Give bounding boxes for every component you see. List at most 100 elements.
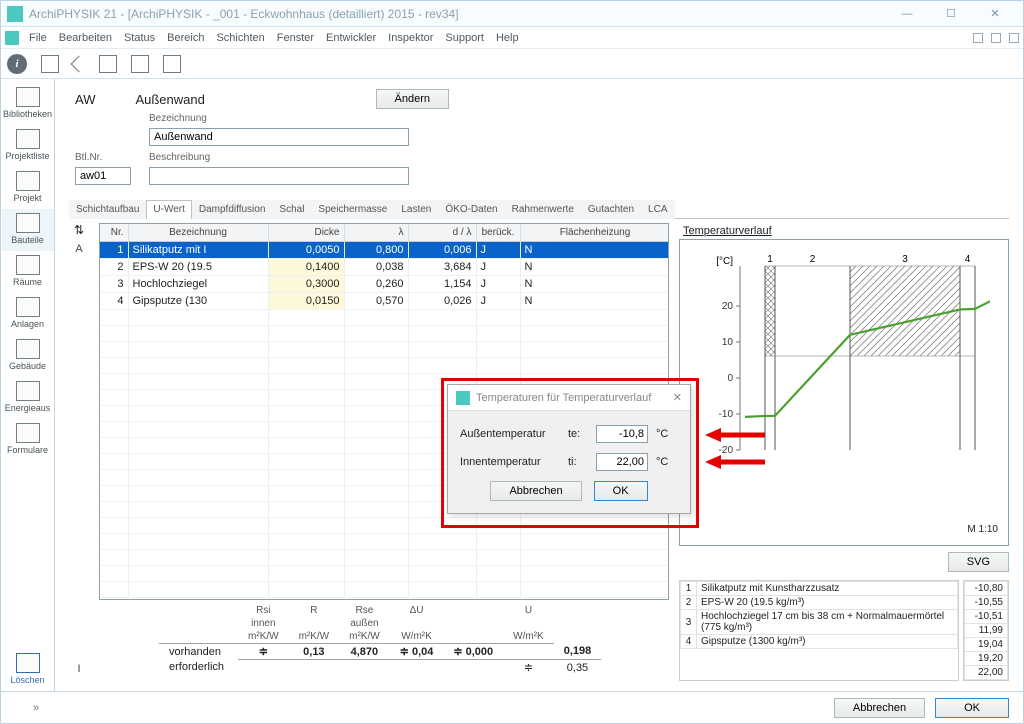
sidebar-item-gebäude[interactable]: Gebäude — [2, 335, 54, 377]
outside-temp-input[interactable] — [596, 425, 648, 443]
bez-input[interactable] — [149, 128, 409, 146]
menu-support[interactable]: Support — [439, 30, 490, 46]
menu-inspektor[interactable]: Inspektor — [382, 30, 439, 46]
tab-lca[interactable]: LCA — [641, 200, 674, 219]
sidebar-item-räume[interactable]: Räume — [2, 251, 54, 293]
btlnr-label: Btl.Nr. — [75, 152, 131, 163]
svg-export-button[interactable]: SVG — [948, 552, 1009, 572]
app-icon — [7, 6, 23, 22]
svg-text:-10: -10 — [719, 409, 734, 420]
sidebar-item-label: Gebäude — [9, 361, 46, 371]
sidebar-delete[interactable]: Löschen — [2, 649, 54, 691]
sidebar: Bibliotheken Projektliste Projekt Bauteile R… — [1, 79, 55, 691]
menu-file[interactable]: File — [23, 30, 53, 46]
annotation-arrow-2 — [705, 453, 765, 471]
table-row[interactable]: 3Hochlochziegel0,30000,2601,154JN — [100, 276, 669, 293]
menu-status[interactable]: Status — [118, 30, 161, 46]
sidebar-item-projektliste[interactable]: Projektliste — [2, 125, 54, 167]
inside-temp-symbol: ti: — [568, 456, 588, 468]
print-icon[interactable] — [99, 55, 117, 73]
tab-speichermasse[interactable]: Speichermasse — [311, 200, 394, 219]
bottom-ok-button[interactable]: OK — [935, 698, 1009, 718]
window-control-restore-icon[interactable] — [991, 33, 1001, 43]
svg-text:20: 20 — [722, 301, 734, 312]
summary-table: RsiRRseΔUUinnenaußenm²K/Wm²K/Wm²K/WW/m²K… — [159, 604, 655, 675]
inside-temp-label: Innentemperatur — [460, 456, 560, 468]
inside-temp-input[interactable] — [596, 453, 648, 471]
bottom-cancel-button[interactable]: Abbrechen — [834, 698, 925, 718]
table-row[interactable]: 4Gipsputze (1300,01500,5700,026JN — [100, 293, 669, 310]
tab-öko-daten[interactable]: ÖKO-Daten — [438, 200, 504, 219]
tab-schal[interactable]: Schal — [272, 200, 311, 219]
tab-lasten[interactable]: Lasten — [394, 200, 438, 219]
sidebar-icon — [16, 129, 40, 149]
sidebar-item-projekt[interactable]: Projekt — [2, 167, 54, 209]
dialog-icon — [456, 391, 470, 405]
menu-entwickler[interactable]: Entwickler — [320, 30, 382, 46]
dialog-cancel-button[interactable]: Abbrechen — [490, 481, 581, 501]
besch-input[interactable] — [149, 167, 409, 185]
name-label: Außenwand — [135, 92, 204, 107]
tab-gutachten[interactable]: Gutachten — [581, 200, 641, 219]
menu-bearbeiten[interactable]: Bearbeiten — [53, 30, 118, 46]
sidebar-item-label: Bauteile — [11, 235, 44, 245]
btlnr-input[interactable] — [75, 167, 131, 185]
info-icon[interactable]: i — [7, 54, 27, 74]
window-control-min-icon[interactable] — [973, 33, 983, 43]
besch-label: Beschreibung — [149, 152, 409, 163]
table-row[interactable]: 1Silikatputz mit I0,00500,8000,006JN — [100, 242, 669, 259]
edit-icon[interactable] — [71, 55, 88, 72]
tab-rahmenwerte[interactable]: Rahmenwerte — [505, 200, 581, 219]
svg-text:3: 3 — [902, 254, 908, 265]
menu-schichten[interactable]: Schichten — [210, 30, 270, 46]
dialog-ok-button[interactable]: OK — [594, 481, 648, 501]
sidebar-icon — [16, 87, 40, 107]
sidebar-item-label: Projektliste — [5, 151, 49, 161]
expand-icon[interactable]: » — [29, 698, 43, 718]
menu-fenster[interactable]: Fenster — [271, 30, 320, 46]
copy-icon[interactable] — [131, 55, 149, 73]
menu-bereich[interactable]: Bereich — [161, 30, 210, 46]
svg-text:2: 2 — [810, 254, 816, 265]
dialog-close-icon[interactable]: ✕ — [673, 391, 682, 404]
sidebar-item-label: Räume — [13, 277, 42, 287]
sidebar-item-label: Projekt — [13, 193, 41, 203]
sidebar-item-label: Formulare — [7, 445, 48, 455]
bottom-bar: » Abbrechen OK — [1, 691, 1023, 723]
svg-text:0: 0 — [727, 373, 733, 384]
tab-dampfdiffusion[interactable]: Dampfdiffusion — [192, 200, 273, 219]
sidebar-icon — [16, 423, 40, 443]
sidebar-item-anlagen[interactable]: Anlagen — [2, 293, 54, 335]
change-button[interactable]: Ändern — [376, 89, 449, 109]
outside-temp-symbol: te: — [568, 428, 588, 440]
sidebar-icon — [16, 171, 40, 191]
tabs: SchichtaufbauU-WertDampfdiffusionSchalSp… — [69, 199, 1009, 219]
table-row[interactable]: 2EPS-W 20 (19.50,14000,0383,684JN — [100, 259, 669, 276]
tab-u-wert[interactable]: U-Wert — [146, 200, 191, 219]
title-bar: ArchiPHYSIK 21 - [ArchiPHYSIK - _001 - E… — [1, 1, 1023, 27]
maximize-button[interactable]: ☐ — [929, 1, 973, 27]
sidebar-item-bauteile[interactable]: Bauteile — [2, 209, 54, 251]
sidebar-item-energieaus[interactable]: Energieaus — [2, 377, 54, 419]
code-label: AW — [75, 92, 95, 107]
temp-values-table: -10,80-10,55-10,5111,9919,0419,2022,00 — [963, 580, 1009, 681]
menu-bar: FileBearbeitenStatusBereichSchichtenFens… — [1, 27, 1023, 49]
sidebar-icon — [16, 339, 40, 359]
sidebar-item-label: Energieaus — [5, 403, 51, 413]
window-control-close-icon[interactable] — [1009, 33, 1019, 43]
tab-schichtaufbau[interactable]: Schichtaufbau — [69, 200, 146, 219]
close-button[interactable]: ✕ — [973, 1, 1017, 27]
sidebar-item-bibliotheken[interactable]: Bibliotheken — [2, 83, 54, 125]
sidebar-item-formulare[interactable]: Formulare — [2, 419, 54, 461]
menu-help[interactable]: Help — [490, 30, 525, 46]
briefcase-icon[interactable] — [163, 55, 181, 73]
sidebar-delete-label: Löschen — [10, 675, 44, 685]
minimize-button[interactable]: — — [885, 1, 929, 27]
svg-text:1: 1 — [767, 254, 773, 265]
unit-1: °C — [656, 428, 668, 440]
new-doc-icon[interactable] — [41, 55, 59, 73]
temperature-dialog: Temperaturen für Temperaturverlauf ✕ Auß… — [447, 384, 691, 514]
sort-icon[interactable]: ⇅ — [69, 223, 89, 237]
chart-box: -20-1001020[°C]1234 M 1:10 — [679, 239, 1009, 546]
legend-table: 1Silikatputz mit Kunstharzzusatz2EPS-W 2… — [679, 580, 959, 681]
